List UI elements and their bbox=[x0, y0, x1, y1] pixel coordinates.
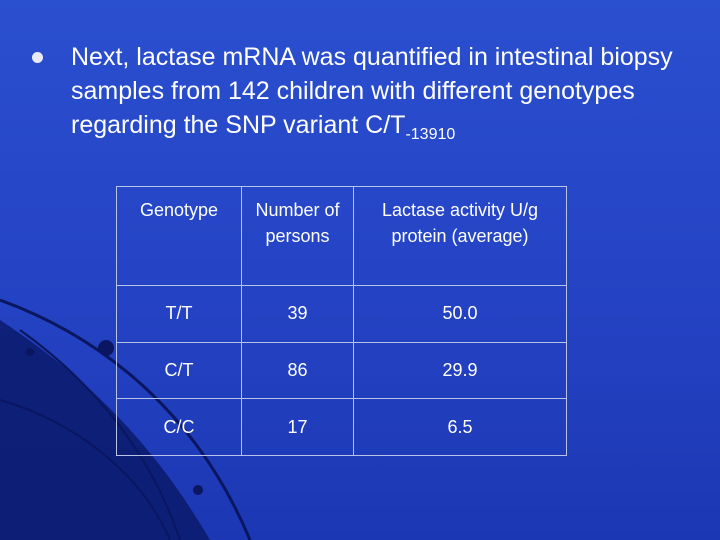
table-cell: 17 bbox=[241, 398, 354, 456]
table-cell: 86 bbox=[241, 341, 354, 400]
table-row: C/C 17 6.5 bbox=[116, 398, 567, 456]
table-row: C/T 86 29.9 bbox=[116, 341, 567, 400]
bullet-text: Next, lactase mRNA was quantified in int… bbox=[71, 40, 691, 152]
decorative-arc bbox=[19, 329, 181, 540]
decorative-circle bbox=[193, 485, 203, 495]
bullet-icon bbox=[32, 52, 43, 63]
table-cell: 6.5 bbox=[353, 398, 567, 456]
header-number-of-persons: Number of persons bbox=[241, 185, 354, 287]
table-cell: C/T bbox=[116, 341, 242, 400]
decorative-circle bbox=[26, 348, 34, 356]
decorative-arc bbox=[0, 399, 171, 540]
bullet-subscript: -13910 bbox=[405, 126, 456, 143]
table-cell: T/T bbox=[116, 285, 242, 343]
bullet-main-text: Next, lactase mRNA was quantified in int… bbox=[71, 43, 673, 139]
header-lactase-activity: Lactase activity U/g protein (average) bbox=[353, 185, 567, 287]
table-cell: 39 bbox=[241, 285, 354, 343]
decorative-circle bbox=[98, 340, 114, 356]
table-cell: 50.0 bbox=[353, 285, 567, 343]
header-genotype: Genotype bbox=[116, 185, 242, 287]
genotype-table: Genotype Number of persons Lactase activ… bbox=[116, 185, 567, 456]
table-row: T/T 39 50.0 bbox=[116, 285, 567, 343]
table-cell: 29.9 bbox=[353, 341, 567, 400]
table-header-row: Genotype Number of persons Lactase activ… bbox=[116, 185, 567, 287]
table-cell: C/C bbox=[116, 398, 242, 456]
